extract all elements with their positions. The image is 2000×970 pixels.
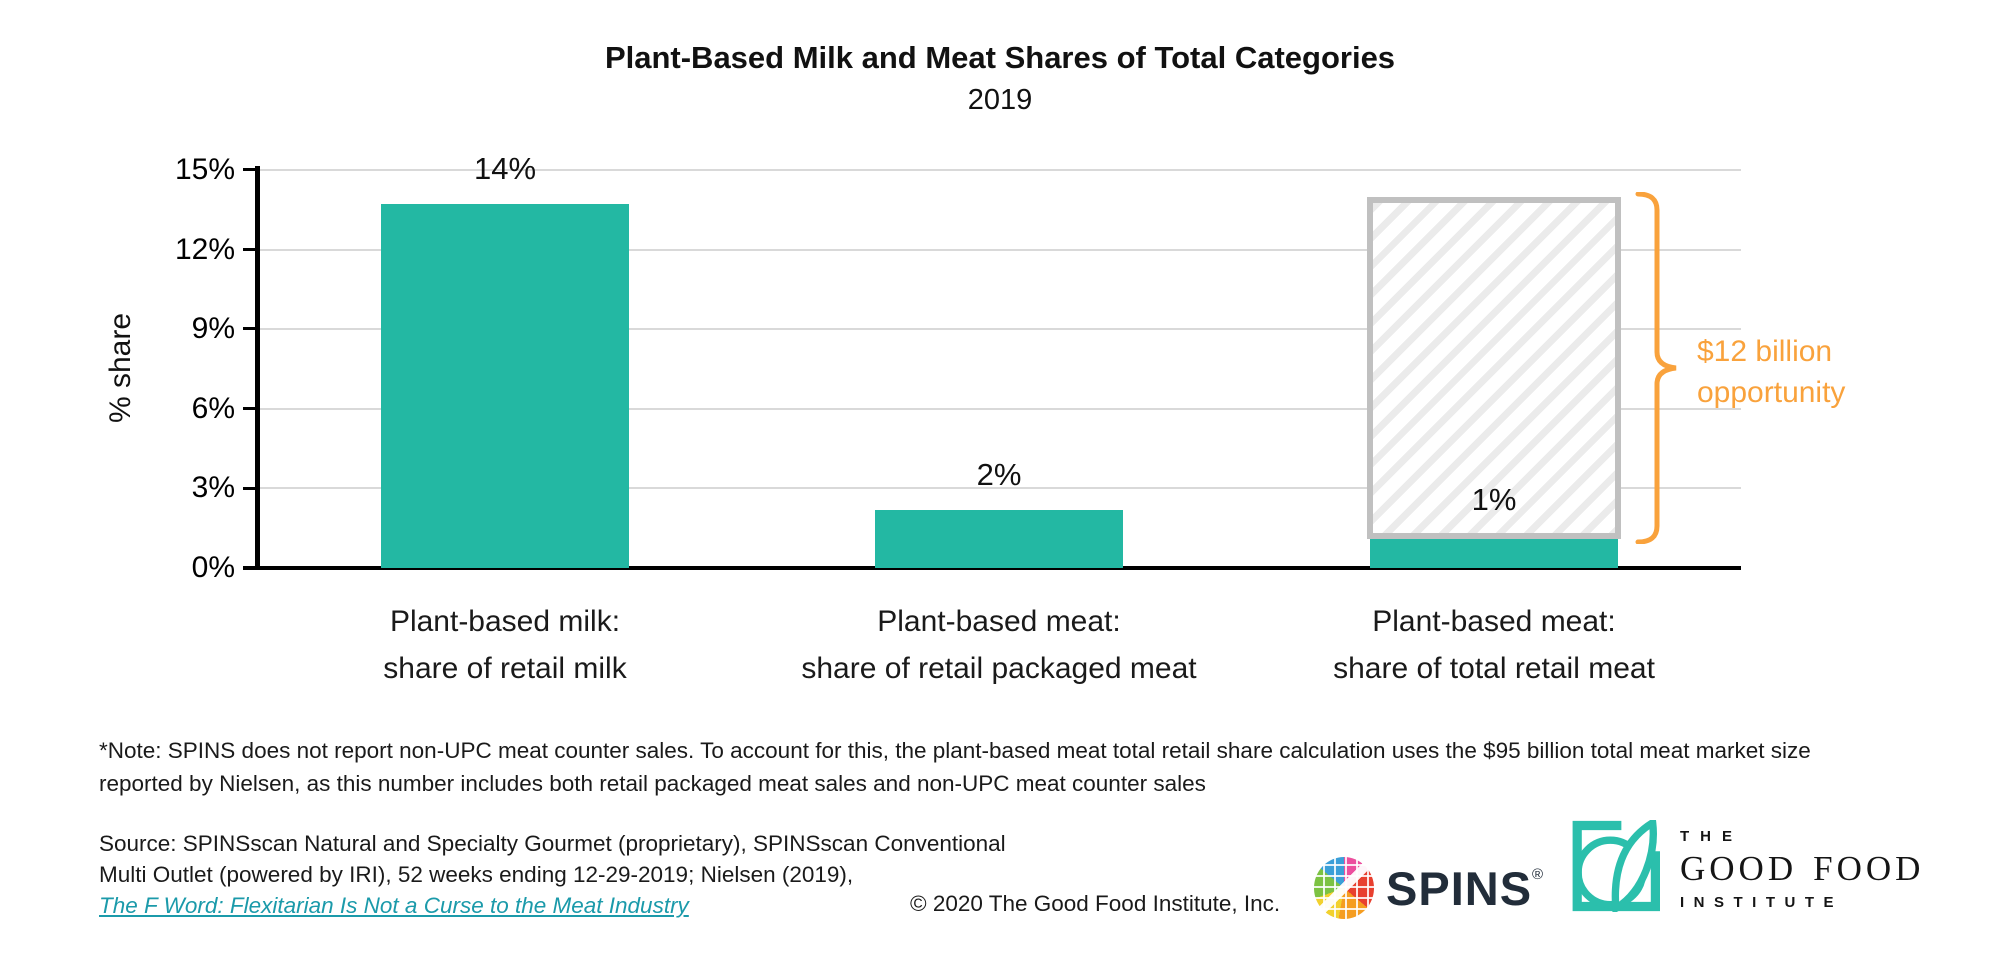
category-label-line: Plant-based meat:	[877, 605, 1121, 638]
gridline	[259, 408, 1741, 410]
gfi-word-food: FOOD	[1813, 849, 1925, 888]
gridline	[259, 249, 1741, 251]
category-label-packaged-meat: Plant-based meat: share of retail packag…	[719, 598, 1279, 692]
source-text: Source: SPINSscan Natural and Specialty …	[99, 828, 1006, 921]
gfi-goodfood: GOOD FOOD	[1680, 849, 1924, 889]
note-line1: *Note: SPINS does not report non-UPC mea…	[99, 738, 1811, 763]
value-label-packaged-meat: 2%	[976, 456, 1022, 492]
category-label-milk: Plant-based milk: share of retail milk	[225, 598, 785, 692]
spins-globe-icon	[1314, 857, 1374, 919]
gfi-the: THE	[1680, 828, 1743, 845]
note-text: *Note: SPINS does not report non-UPC mea…	[99, 734, 1811, 800]
opportunity-brace	[1635, 192, 1677, 544]
opportunity-annotation: $12 billion opportunity	[1697, 331, 1845, 413]
y-axis-tick	[243, 248, 257, 251]
category-label-total-meat: Plant-based meat: share of total retail …	[1214, 598, 1774, 692]
source-link[interactable]: The F Word: Flexitarian Is Not a Curse t…	[99, 893, 689, 918]
y-axis-tick	[243, 407, 257, 410]
y-axis-line	[255, 166, 260, 570]
gfi-wordmark: THE GOOD FOOD INSTITUTE	[1680, 820, 1924, 911]
y-tick-label: 12%	[174, 233, 235, 266]
bar-plant-based-meat-total	[1370, 538, 1618, 568]
y-tick-label: 6%	[191, 392, 235, 425]
note-line2: reported by Nielsen, as this number incl…	[99, 771, 1206, 796]
gridline	[259, 169, 1741, 171]
gfi-institute: INSTITUTE	[1680, 894, 1843, 911]
opportunity-hatch-box	[1367, 196, 1621, 539]
chart-subtitle: 2019	[967, 84, 1033, 116]
value-label-total-meat: 1%	[1471, 481, 1517, 517]
spins-wordmark: SPINS®	[1386, 861, 1544, 916]
y-tick-label: 15%	[174, 153, 235, 186]
chart-title: Plant-Based Milk and Meat Shares of Tota…	[604, 40, 1396, 75]
y-axis-tick	[243, 487, 257, 490]
gfi-logo: THE GOOD FOOD INSTITUTE	[1568, 820, 1924, 912]
gfi-leaf-icon	[1572, 820, 1660, 912]
registered-trademark-symbol: ®	[1532, 865, 1545, 883]
gfi-word-good: GOOD	[1680, 849, 1798, 888]
bar-plant-based-milk	[381, 204, 629, 568]
y-tick-label: 0%	[191, 551, 235, 584]
spins-wordmark-text: SPINS	[1386, 861, 1533, 915]
value-label-milk: 14%	[473, 151, 537, 187]
category-label-line: share of total retail meat	[1333, 652, 1655, 685]
copyright-text: © 2020 The Good Food Institute, Inc.	[910, 891, 1281, 916]
category-label-line: Plant-based meat:	[1372, 605, 1616, 638]
gridline	[259, 487, 1741, 489]
gridline	[259, 328, 1741, 330]
source-line1: Source: SPINSscan Natural and Specialty …	[99, 831, 1006, 856]
source-line2: Multi Outlet (powered by IRI), 52 weeks …	[99, 862, 854, 887]
category-label-line: share of retail packaged meat	[801, 652, 1197, 685]
y-axis-tick	[243, 327, 257, 330]
category-label-line: Plant-based milk:	[389, 605, 621, 638]
opportunity-annotation-line2: opportunity	[1697, 376, 1846, 409]
spins-logo: SPINS®	[1314, 850, 1544, 926]
category-label-line: share of retail milk	[383, 652, 627, 685]
x-axis-line	[243, 566, 1741, 570]
opportunity-annotation-line1: $12 billion	[1697, 335, 1833, 368]
y-tick-label: 9%	[191, 312, 235, 345]
y-axis-tick	[243, 168, 257, 171]
y-tick-label: 3%	[191, 471, 235, 504]
bar-plant-based-meat-packaged	[875, 509, 1123, 568]
